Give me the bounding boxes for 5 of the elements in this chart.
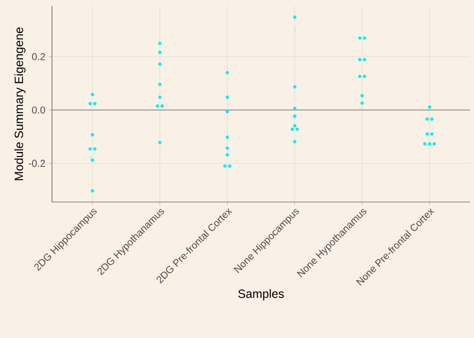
y-tick-label: 0.2 [32,53,45,60]
x-axis-title: Samples [238,289,284,300]
y-tick-label: 0.0 [32,106,46,114]
y-tick-label: -0.2 [28,160,45,167]
y-axis-title: Module Summary Eigengene [14,27,26,180]
